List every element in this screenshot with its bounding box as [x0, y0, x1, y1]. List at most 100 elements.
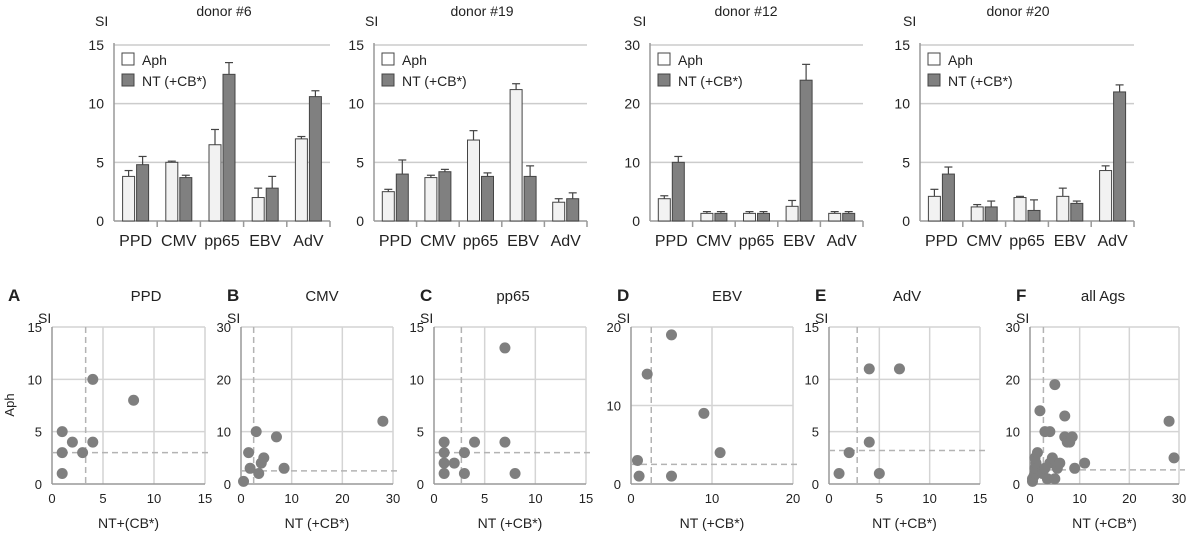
- panel-label: A: [8, 286, 20, 305]
- y-tick-label: 5: [96, 154, 104, 170]
- x-tick-label: CMV: [161, 233, 197, 250]
- y-tick-label: 10: [624, 154, 640, 170]
- data-point: [863, 436, 875, 448]
- data-point: [1163, 415, 1175, 427]
- chart-title: donor #19: [450, 3, 513, 19]
- bar-aph-ebv: [251, 197, 265, 222]
- legend-label: Aph: [948, 52, 973, 68]
- x-tick-label: pp65: [1009, 233, 1045, 250]
- data-point: [666, 329, 677, 341]
- bar-nt-ppd: [941, 173, 955, 222]
- bar-aph-pp65: [1013, 197, 1027, 222]
- y-tick-label: 10: [410, 372, 424, 387]
- x-tick-label: PPD: [119, 233, 152, 250]
- bar-nt-ppd: [671, 161, 685, 222]
- legend-swatch: [927, 73, 941, 87]
- bar-chart-donor-1: donor #6 SI 0 5 10 15 PPD CMV pp65 EBV AdV Aph NT (+…: [88, 3, 331, 250]
- chart-title: donor #20: [986, 3, 1049, 19]
- data-point: [833, 468, 845, 480]
- data-point: [438, 457, 450, 469]
- x-axis-label: NT (+CB*): [680, 515, 745, 531]
- data-point: [270, 431, 282, 443]
- scatter-adv: E AdV SI 0 5 10 15 0 5 10 15 NT (+CB*): [805, 286, 988, 531]
- legend-label: NT (+CB*): [402, 73, 467, 89]
- y-tick-label: 10: [217, 425, 231, 440]
- panel-label: C: [420, 286, 432, 305]
- data-point: [243, 447, 255, 459]
- y-tick-label: 10: [607, 399, 621, 414]
- bar-nt-pp65: [757, 212, 770, 222]
- y-tick-label: 20: [624, 96, 640, 112]
- bar-aph-adv: [1099, 170, 1113, 222]
- side-axis-label: Aph: [2, 393, 17, 416]
- scatter-cmv: B CMV SI 0 10 20 30 0 10 20 30 NT (+CB*): [217, 286, 401, 531]
- data-point: [469, 436, 481, 448]
- x-tick-label: EBV: [507, 233, 539, 250]
- data-point: [1054, 457, 1066, 469]
- bar-aph-pp65: [467, 139, 480, 222]
- data-point: [253, 468, 265, 480]
- data-point: [698, 407, 710, 419]
- bar-nt-cmv: [984, 206, 998, 222]
- y-tick-label: 0: [35, 477, 42, 492]
- bar-nt-adv: [842, 212, 856, 222]
- bar-aph-cmv: [970, 206, 984, 222]
- y-tick-label: 0: [96, 213, 104, 229]
- bar-aph-ebv: [509, 89, 523, 222]
- bar-aph-cmv: [165, 161, 179, 222]
- y-tick-label: 0: [812, 477, 819, 492]
- y-tick-label: 5: [902, 154, 910, 170]
- y-axis-label: SI: [95, 13, 108, 29]
- bar-aph-ppd: [381, 191, 395, 222]
- data-point: [458, 447, 470, 459]
- chart-title: pp65: [496, 288, 529, 305]
- y-tick-label: 20: [607, 320, 621, 335]
- x-tick-label: 15: [973, 491, 987, 506]
- x-tick-label: PPD: [379, 233, 412, 250]
- bar-chart-donor-2: donor #19 SI 0 5 10 15 PPD CMV pp65 EBV AdV Aph NT (…: [348, 3, 588, 250]
- y-tick-label: 0: [632, 213, 640, 229]
- data-point: [714, 447, 726, 459]
- x-tick-label: pp65: [463, 233, 499, 250]
- y-tick-label: 0: [417, 477, 424, 492]
- data-point: [1069, 462, 1081, 474]
- data-point: [509, 468, 521, 480]
- y-tick-label: 10: [28, 372, 42, 387]
- x-tick-label: 5: [876, 491, 883, 506]
- panel-label: F: [1016, 286, 1026, 305]
- legend-swatch: [121, 52, 135, 66]
- x-tick-label: AdV: [827, 233, 858, 250]
- y-tick-label: 15: [88, 37, 104, 53]
- x-tick-label: 20: [1122, 491, 1136, 506]
- x-tick-label: 10: [528, 491, 542, 506]
- data-point: [1079, 457, 1091, 469]
- data-point: [641, 368, 653, 380]
- data-point: [1034, 405, 1046, 417]
- legend-swatch: [121, 73, 135, 87]
- data-point: [499, 436, 511, 448]
- x-tick-label: pp65: [204, 233, 240, 250]
- y-tick-label: 10: [894, 96, 910, 112]
- x-tick-label: AdV: [551, 233, 582, 250]
- y-tick-label: 0: [902, 213, 910, 229]
- x-tick-label: EBV: [783, 233, 815, 250]
- legend-label: NT (+CB*): [948, 73, 1013, 89]
- chart-title: donor #6: [196, 3, 251, 19]
- bar-aph-adv: [828, 212, 842, 222]
- data-point: [56, 468, 68, 480]
- legend-swatch: [657, 52, 671, 66]
- data-point: [499, 342, 511, 354]
- legend-label: Aph: [142, 52, 167, 68]
- chart-title: PPD: [131, 288, 162, 305]
- x-tick-label: 0: [430, 491, 437, 506]
- x-tick-label: 30: [1172, 491, 1186, 506]
- y-tick-label: 5: [35, 425, 42, 440]
- x-tick-label: 0: [237, 491, 244, 506]
- y-axis-label: SI: [903, 13, 916, 29]
- data-point: [250, 426, 262, 438]
- y-tick-label: 30: [1006, 320, 1020, 335]
- x-tick-label: AdV: [293, 233, 324, 250]
- data-point: [1168, 452, 1180, 464]
- x-tick-label: pp65: [739, 233, 775, 250]
